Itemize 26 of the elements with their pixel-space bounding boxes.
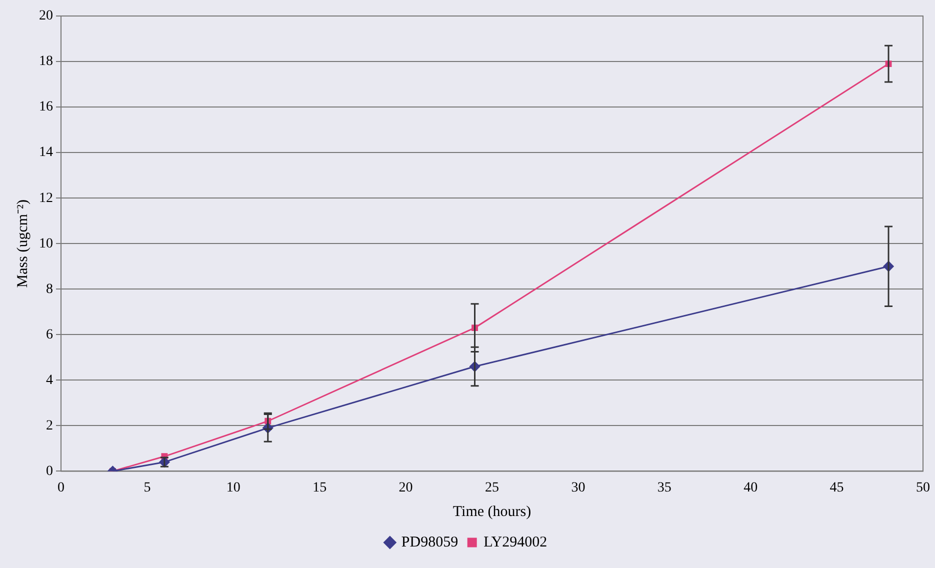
y-tick-label: 0: [46, 464, 53, 479]
x-tick-label: 15: [312, 480, 327, 496]
y-tick-label: 6: [46, 327, 53, 342]
y-tick-label: 16: [39, 100, 53, 115]
legend-label: PD98059: [401, 534, 458, 550]
x-tick-label: 45: [830, 480, 844, 496]
legend-label: LY294002: [484, 534, 548, 550]
y-axis-title: Mass (ugcm⁻²): [14, 199, 31, 288]
y-tick-label: 20: [39, 8, 53, 24]
x-tick-label: 5: [144, 480, 151, 496]
x-tick-label: 25: [485, 480, 499, 496]
y-tick-label: 4: [46, 372, 53, 388]
y-tick-label: 2: [46, 418, 53, 434]
y-tick-label: 14: [39, 145, 53, 160]
y-tick-label: 8: [46, 282, 53, 297]
x-tick-label: 35: [657, 480, 672, 496]
x-tick-label: 20: [398, 480, 413, 496]
y-tick-label: 10: [39, 236, 53, 252]
y-tick-label: 18: [39, 54, 53, 70]
x-tick-label: 0: [58, 480, 64, 496]
x-tick-label: 50: [916, 480, 930, 496]
x-tick-label: 40: [744, 480, 758, 496]
x-axis-title: Time (hours): [452, 504, 532, 520]
x-tick-label: 10: [226, 480, 240, 496]
y-tick-label: 12: [39, 190, 53, 206]
x-tick-label: 30: [571, 480, 586, 496]
